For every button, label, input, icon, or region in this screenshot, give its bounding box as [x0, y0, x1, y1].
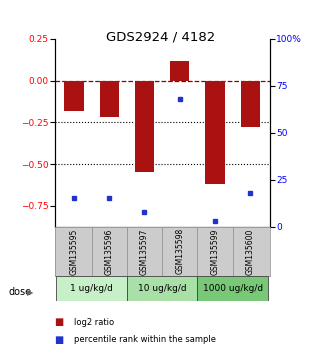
Text: GSM135598: GSM135598 — [175, 228, 184, 274]
FancyBboxPatch shape — [56, 276, 127, 301]
Text: GSM135597: GSM135597 — [140, 228, 149, 275]
Text: GSM135599: GSM135599 — [211, 228, 220, 275]
Bar — [170, 61, 189, 81]
Bar — [205, 81, 225, 184]
Text: 10 ug/kg/d: 10 ug/kg/d — [138, 284, 187, 293]
Bar — [240, 81, 260, 127]
Text: GDS2924 / 4182: GDS2924 / 4182 — [106, 30, 215, 43]
FancyBboxPatch shape — [197, 276, 268, 301]
Text: 1 ug/kg/d: 1 ug/kg/d — [70, 284, 113, 293]
FancyBboxPatch shape — [127, 276, 197, 301]
Bar — [135, 81, 154, 172]
Text: ■: ■ — [55, 335, 64, 345]
Text: ▶: ▶ — [27, 287, 34, 297]
Text: 1000 ug/kg/d: 1000 ug/kg/d — [203, 284, 263, 293]
Text: log2 ratio: log2 ratio — [74, 318, 114, 327]
Text: GSM135595: GSM135595 — [69, 228, 78, 275]
Text: GSM135596: GSM135596 — [105, 228, 114, 275]
Bar — [100, 81, 119, 117]
Text: ■: ■ — [55, 317, 64, 327]
Text: percentile rank within the sample: percentile rank within the sample — [74, 335, 216, 344]
Text: dose: dose — [8, 287, 31, 297]
Bar — [64, 81, 84, 111]
Text: GSM135600: GSM135600 — [246, 228, 255, 275]
